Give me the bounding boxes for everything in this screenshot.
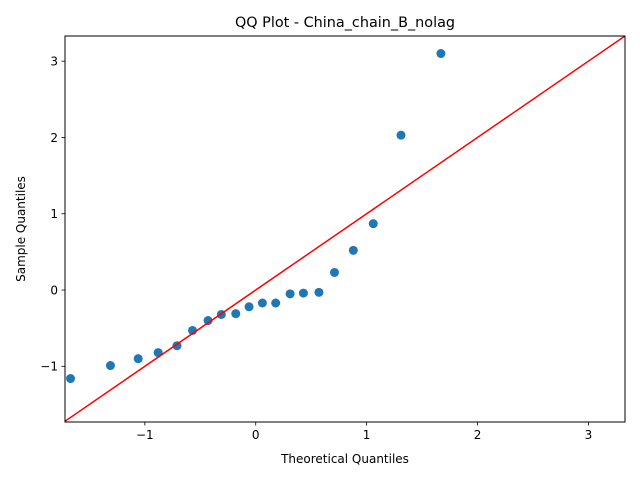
data-point	[436, 49, 446, 59]
data-point	[314, 287, 324, 297]
y-tick-label: 3	[50, 54, 58, 68]
x-axis-label: Theoretical Quantiles	[280, 452, 409, 466]
x-tick-label: 3	[585, 428, 593, 442]
data-point	[298, 288, 308, 298]
y-axis-ticks: −1 0 1 2 3	[40, 54, 65, 374]
y-tick-label: 0	[50, 283, 58, 297]
plot-area	[65, 36, 625, 422]
x-tick-label: 1	[363, 428, 371, 442]
chart-title: QQ Plot - China_chain_B_nolag	[235, 15, 455, 31]
x-tick-label: 0	[252, 428, 260, 442]
data-point	[133, 354, 143, 364]
reference-line	[65, 36, 625, 422]
y-axis-label: Sample Quantiles	[14, 176, 28, 282]
data-point	[271, 298, 281, 308]
data-point	[285, 289, 295, 299]
data-point	[348, 245, 358, 255]
data-point	[66, 374, 76, 384]
x-axis-ticks: −1 0 1 2 3	[136, 422, 592, 442]
y-tick-label: −1	[40, 360, 58, 374]
plot-frame	[64, 35, 626, 423]
x-tick-label: 2	[474, 428, 482, 442]
data-point	[368, 219, 378, 229]
y-tick-label: 2	[50, 131, 58, 145]
data-point	[257, 298, 267, 308]
x-tick-label: −1	[136, 428, 154, 442]
data-point	[203, 316, 213, 326]
data-point	[105, 361, 115, 371]
data-point	[244, 302, 254, 312]
data-point	[329, 267, 339, 277]
data-point	[231, 309, 241, 319]
data-point	[396, 130, 406, 140]
y-tick-label: 1	[50, 207, 58, 221]
